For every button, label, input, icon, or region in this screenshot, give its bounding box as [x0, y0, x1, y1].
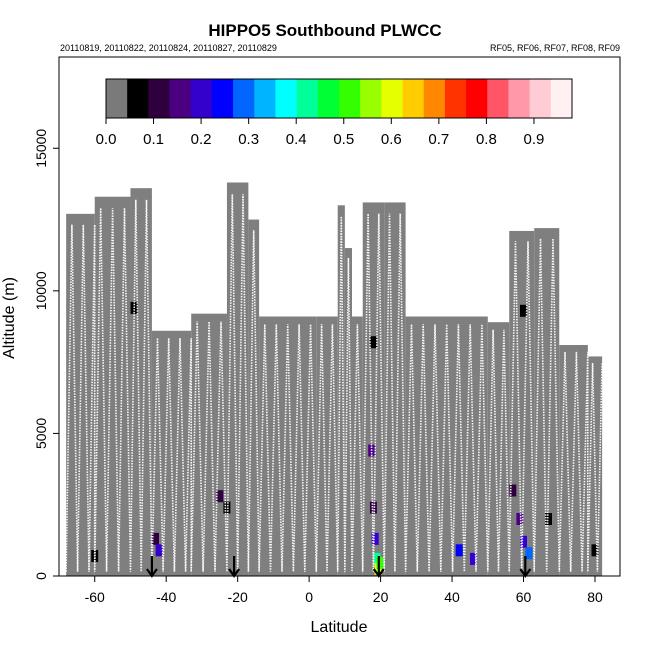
x-tick-label: 80 [587, 589, 603, 605]
colorbar-swatch [148, 79, 171, 118]
colorbar-swatch [466, 79, 488, 118]
coverage-column [362, 202, 385, 576]
coverage-column [337, 205, 345, 576]
colorbar-swatch [360, 79, 382, 118]
plot-frame [58, 56, 621, 577]
colorbar-swatch [550, 79, 573, 118]
colorbar-tick-label: 0.3 [238, 131, 259, 148]
coverage-column [405, 316, 488, 576]
plwcc-cell [520, 535, 527, 548]
colorbar-swatch [190, 79, 213, 118]
colorbar-tick-label: 0.8 [476, 131, 497, 148]
coverage-column [94, 196, 131, 576]
colorbar-tick-label: 0.5 [333, 131, 354, 148]
coverage-column [487, 322, 510, 576]
plwcc-cell [371, 532, 379, 545]
coverage-column [248, 219, 260, 576]
colorbar-swatch [211, 79, 234, 118]
y-tick-label: 5000 [33, 418, 49, 449]
colorbar-swatch [508, 79, 531, 118]
coverage-column [316, 316, 338, 576]
colorbar-tick-label: 0.7 [428, 131, 449, 148]
x-tick-label: 20 [373, 589, 389, 605]
coverage-column [191, 313, 227, 576]
plwcc-cell [516, 513, 524, 525]
x-axis: -60 -40 -20 0 20 40 60 80 [85, 576, 603, 605]
x-tick-label: -20 [228, 589, 248, 605]
colorbar: 0.0 0.1 0.2 0.3 0.4 0.5 0.6 0.7 0.8 0.9 [96, 76, 576, 148]
chart-title: HIPPO5 Southbound PLWCC [208, 21, 441, 40]
flights-subtitle: RF05, RF06, RF07, RF08, RF09 [490, 43, 620, 53]
plwcc-cell [545, 513, 552, 525]
y-tick-label: 15000 [33, 129, 49, 168]
coverage-column [352, 316, 363, 576]
y-tick-label: 0 [33, 572, 49, 580]
plwcc-cell [369, 336, 377, 349]
colorbar-tick-label: 0.2 [191, 131, 212, 148]
x-tick-label: 0 [305, 589, 313, 605]
colorbar-tick-label: 0.4 [286, 131, 307, 148]
x-tick-label: 60 [516, 589, 532, 605]
colorbar-swatch [339, 79, 361, 118]
colorbar-swatch [296, 79, 319, 118]
colorbar-tick-label: 0.9 [524, 131, 545, 148]
flight-track-layer [65, 194, 603, 572]
colorbar-swatch [233, 79, 255, 118]
colorbar-frame [105, 78, 573, 119]
flight-track [65, 194, 603, 572]
plwcc-cell [216, 490, 224, 503]
colorbar-swatch [423, 79, 446, 118]
colorbar-swatch [402, 79, 425, 118]
coverage-column [384, 202, 406, 576]
colorbar-tick-label: 0.0 [96, 131, 117, 148]
colorbar-swatch [169, 79, 192, 118]
x-axis-label: Latitude [311, 619, 368, 636]
x-tick-label: 40 [444, 589, 460, 605]
colorbar-swatch [529, 79, 552, 118]
plwcc-cell [155, 544, 163, 557]
plwcc-cell [591, 544, 599, 557]
plwcc-cell [509, 484, 517, 497]
coverage-column [130, 188, 152, 576]
plwcc-cell [470, 552, 477, 565]
colorbar-swatch [275, 79, 298, 118]
colorbar-swatch [487, 79, 509, 118]
colorbar-swatch [317, 79, 340, 118]
plwcc-cell [152, 532, 159, 545]
colorbar-swatch [381, 79, 404, 118]
colorbar-tick-label: 0.6 [381, 131, 402, 148]
y-axis: 0 5000 10000 15000 [33, 129, 59, 580]
dates-subtitle: 20110819, 20110822, 20110824, 20110827, … [60, 43, 277, 53]
colorbar-swatch [106, 79, 128, 118]
y-axis-label: Altitude (m) [1, 277, 18, 359]
y-tick-label: 10000 [33, 271, 49, 310]
plwcc-cell [223, 501, 231, 514]
plwcc-cell [520, 304, 527, 317]
colorbar-swatch [254, 79, 276, 118]
coverage-column [226, 182, 249, 576]
coverage-column [344, 248, 353, 576]
plwcc-cell [455, 544, 463, 557]
colorbar-swatch [127, 79, 149, 118]
plwcc-cell [525, 547, 533, 560]
x-tick-label: -40 [156, 589, 176, 605]
colorbar-tick-label: 0.1 [143, 131, 164, 148]
colorbar-swatch [444, 79, 467, 118]
plwcc-cell [369, 501, 377, 514]
x-tick-label: -60 [85, 589, 105, 605]
coverage-column [259, 316, 317, 576]
